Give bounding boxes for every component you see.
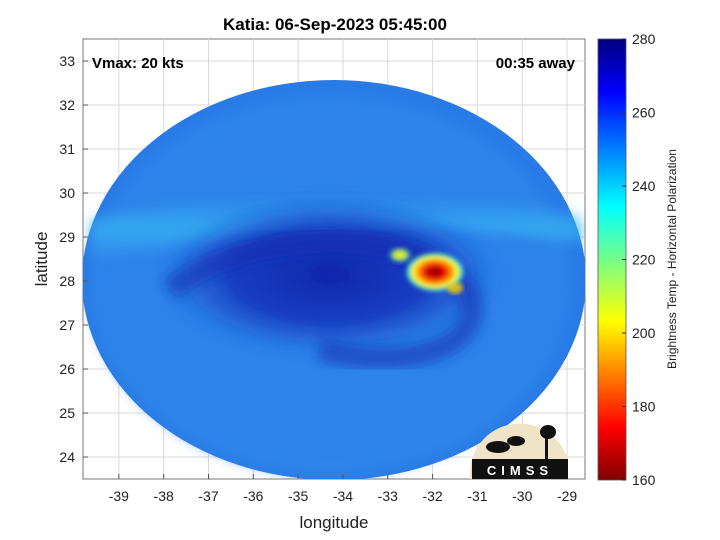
- y-tick-label: 27: [59, 317, 75, 333]
- y-tick-label: 31: [59, 141, 75, 157]
- x-tick-label: -29: [557, 488, 577, 504]
- y-tick-label: 30: [59, 185, 75, 201]
- y-axis-label: latitude: [32, 232, 51, 287]
- colorbar-tick-label: 260: [632, 105, 656, 121]
- colorbar-ticks: 160 180 200 220 240 260 280: [622, 31, 656, 488]
- x-tick-label: -35: [288, 488, 308, 504]
- x-tick-label: -33: [378, 488, 398, 504]
- x-tick-label: -37: [198, 488, 218, 504]
- cold-core-tail: [447, 282, 463, 294]
- y-tick-label: 24: [59, 449, 75, 465]
- x-tick-label: -30: [512, 488, 532, 504]
- y-tick-label: 32: [59, 97, 75, 113]
- cold-core-feature: [405, 252, 465, 292]
- eta-annotation: 00:35 away: [496, 55, 576, 72]
- colorbar-tick-label: 200: [632, 325, 656, 341]
- colorbar-tick-label: 160: [632, 472, 656, 488]
- x-axis-label: longitude: [299, 513, 368, 532]
- x-tick-label: -32: [422, 488, 442, 504]
- x-tick-label: -34: [333, 488, 353, 504]
- y-tick-label: 33: [59, 53, 75, 69]
- y-tick-label: 28: [59, 273, 75, 289]
- x-tick-label: -31: [467, 488, 487, 504]
- swirl-feature: [160, 195, 500, 355]
- colorbar-tick-label: 240: [632, 178, 656, 194]
- cold-spot-feature: [388, 247, 412, 263]
- cimss-logo: CIMSS: [470, 423, 568, 479]
- vmax-annotation: Vmax: 20 kts: [92, 55, 184, 72]
- x-tick-label: -38: [154, 488, 174, 504]
- colorbar-label: Brightness Temp - Horizontal Polarizatio…: [665, 149, 679, 369]
- colorbar-tick-label: 180: [632, 399, 656, 415]
- colorbar-tick-label: 220: [632, 252, 656, 268]
- logo-text: CIMSS: [487, 463, 553, 478]
- y-tick-label: 29: [59, 229, 75, 245]
- y-tick-label: 25: [59, 405, 75, 421]
- chart-title: Katia: 06-Sep-2023 05:45:00: [223, 15, 447, 34]
- x-axis: -39 -38 -37 -36 -35 -34 -33 -32 -31 -30 -29: [109, 474, 577, 504]
- colorbar-tick-label: 280: [632, 31, 656, 47]
- band-feature: [90, 192, 585, 265]
- colorbar: [597, 38, 627, 481]
- heatmap-field: [83, 80, 585, 479]
- y-tick-label: 26: [59, 361, 75, 377]
- x-tick-label: -39: [109, 488, 129, 504]
- y-axis: 24 25 26 27 28 29 30 31 32 33: [59, 53, 88, 465]
- x-tick-label: -36: [243, 488, 263, 504]
